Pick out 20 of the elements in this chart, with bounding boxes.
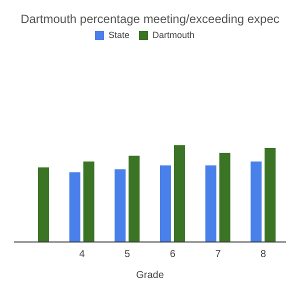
x-tick-label: 4 bbox=[79, 249, 86, 260]
bar bbox=[219, 152, 230, 242]
legend-label: State bbox=[108, 30, 130, 40]
bar bbox=[83, 162, 94, 242]
x-tick-label: 7 bbox=[215, 249, 222, 260]
chart-title: Dartmouth percentage meeting/exceeding expec bbox=[20, 11, 280, 26]
bar bbox=[174, 145, 185, 242]
bar bbox=[69, 172, 80, 242]
legend-label: Dartmouth bbox=[152, 30, 195, 40]
bar bbox=[264, 148, 276, 242]
bar bbox=[250, 162, 262, 242]
x-tick-label: 5 bbox=[124, 249, 131, 260]
x-axis-title: Grade bbox=[136, 270, 164, 281]
x-tick-label: 8 bbox=[260, 249, 267, 260]
bar bbox=[114, 169, 126, 242]
x-tick-label: 6 bbox=[170, 249, 176, 260]
bar bbox=[160, 165, 171, 242]
bar bbox=[128, 156, 140, 242]
bar bbox=[205, 165, 216, 242]
bar bbox=[38, 167, 49, 242]
